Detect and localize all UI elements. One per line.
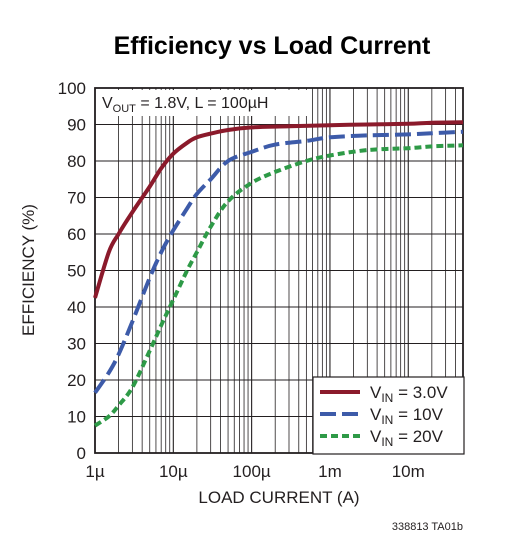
- legend-label-3v: VIN = 3.0V: [370, 383, 448, 405]
- x-tick-label: 10µ: [159, 462, 188, 481]
- y-tick-labels: 0 10 20 30 40 50 60 70 80 90 100: [58, 79, 86, 463]
- y-tick-label: 40: [67, 298, 86, 317]
- y-tick-label: 20: [67, 371, 86, 390]
- y-tick-label: 80: [67, 152, 86, 171]
- y-tick-label: 70: [67, 189, 86, 208]
- chart-title: Efficiency vs Load Current: [114, 32, 431, 60]
- x-tick-label: 10m: [392, 462, 425, 481]
- legend-label-20v: VIN = 20V: [370, 427, 444, 449]
- y-tick-label: 90: [67, 116, 86, 135]
- y-tick-label: 30: [67, 335, 86, 354]
- x-axis-label: LOAD CURRENT (A): [198, 488, 359, 507]
- plot-frame: [94, 87, 464, 454]
- y-axis-label: EFFICIENCY (%): [19, 204, 38, 336]
- legend-label-10v: VIN = 10V: [370, 405, 444, 427]
- legend-box: [312, 376, 465, 455]
- legend: VIN = 3.0V VIN = 10V VIN = 20V: [312, 376, 465, 455]
- y-tick-label: 50: [67, 262, 86, 281]
- y-tick-label: 100: [58, 79, 86, 98]
- x-tick-labels: 1µ 10µ 100µ 1m 10m: [85, 462, 424, 481]
- x-tick-label: 100µ: [233, 462, 271, 481]
- series-lines: [93, 120, 464, 428]
- series-line-2: [93, 143, 464, 428]
- vout-annotation: VOUT = 1.8V, L = 100µH: [102, 95, 268, 115]
- y-tick-label: 60: [67, 225, 86, 244]
- series-line-0: [93, 120, 464, 299]
- y-tick-label: 10: [67, 408, 86, 427]
- x-tick-label: 1m: [318, 462, 342, 481]
- vout-annotation-bg: [98, 90, 310, 116]
- figure-code: 338813 TA01b: [392, 521, 463, 533]
- y-tick-label: 0: [77, 444, 86, 463]
- series-line-1: [93, 129, 464, 394]
- x-tick-label: 1µ: [85, 462, 104, 481]
